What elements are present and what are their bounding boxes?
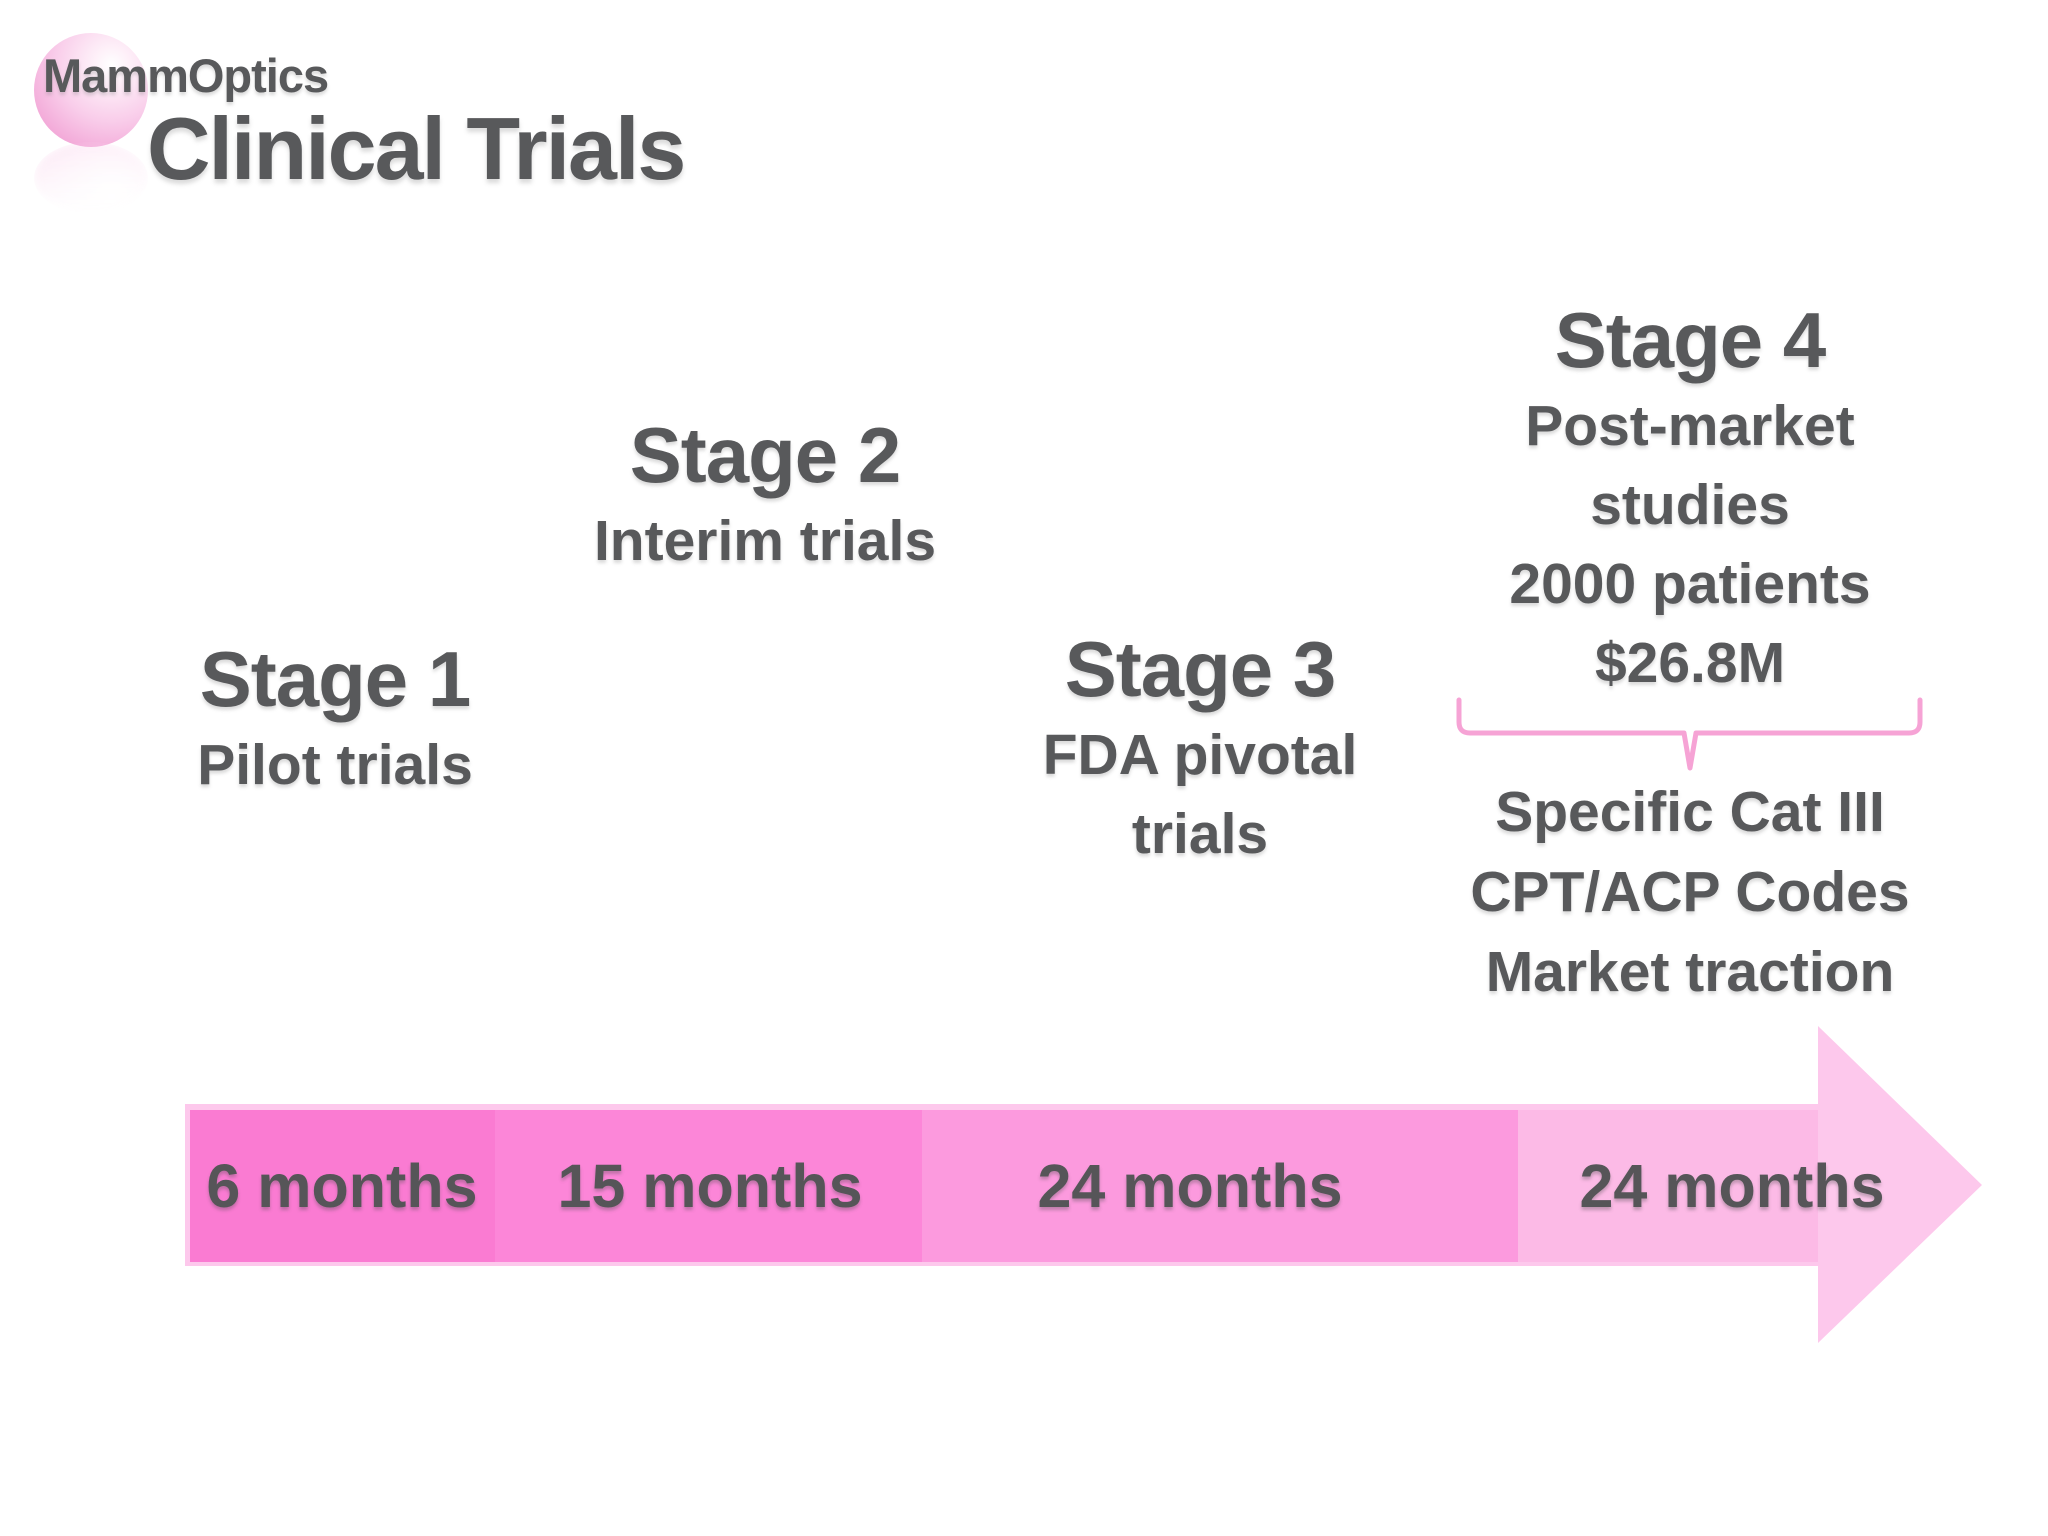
timeline-segment-3 (922, 1110, 1518, 1262)
timeline-segment-2 (495, 1110, 922, 1262)
stage-2-heading: Stage 2 (629, 411, 901, 499)
stage-3-subtitle: FDA pivotal trials (1042, 723, 1358, 866)
stage-2-subtitle: Interim trials (593, 509, 937, 573)
timeline-segment-1 (190, 1110, 495, 1262)
logo-reflection (34, 142, 148, 214)
stage-2-block: Stage 2 Interim trials (515, 408, 1015, 581)
stage-4-subtitle: Post-market studies 2000 patients $26.8M (1509, 394, 1871, 695)
timeline-segment-4 (1518, 1110, 1818, 1262)
stage-3-heading: Stage 3 (1064, 625, 1336, 713)
stage-4-heading: Stage 4 (1554, 296, 1826, 384)
stage-4-notes: Specific Cat III CPT/ACP Codes Market tr… (1470, 780, 1910, 1004)
stage-1-subtitle: Pilot trials (197, 733, 473, 797)
curly-brace-icon (1456, 697, 1923, 771)
timeline-label-2: 15 months (557, 1152, 863, 1220)
logo-circle-icon (34, 33, 148, 147)
company-name: MammOptics (43, 49, 329, 102)
timeline-label-1: 6 months (206, 1152, 478, 1220)
stage-3-block: Stage 3 FDA pivotal trials (960, 622, 1440, 874)
timeline-label-4: 24 months (1579, 1152, 1885, 1220)
stage-4-block: Stage 4 Post-market studies 2000 patient… (1440, 293, 1940, 703)
page-title: Clinical Trials (147, 99, 686, 198)
stage-1-block: Stage 1 Pilot trials (115, 632, 555, 805)
curly-brace-path (1456, 697, 1923, 771)
stage-1-heading: Stage 1 (199, 635, 471, 723)
timeline-label-3: 24 months (1037, 1152, 1343, 1220)
